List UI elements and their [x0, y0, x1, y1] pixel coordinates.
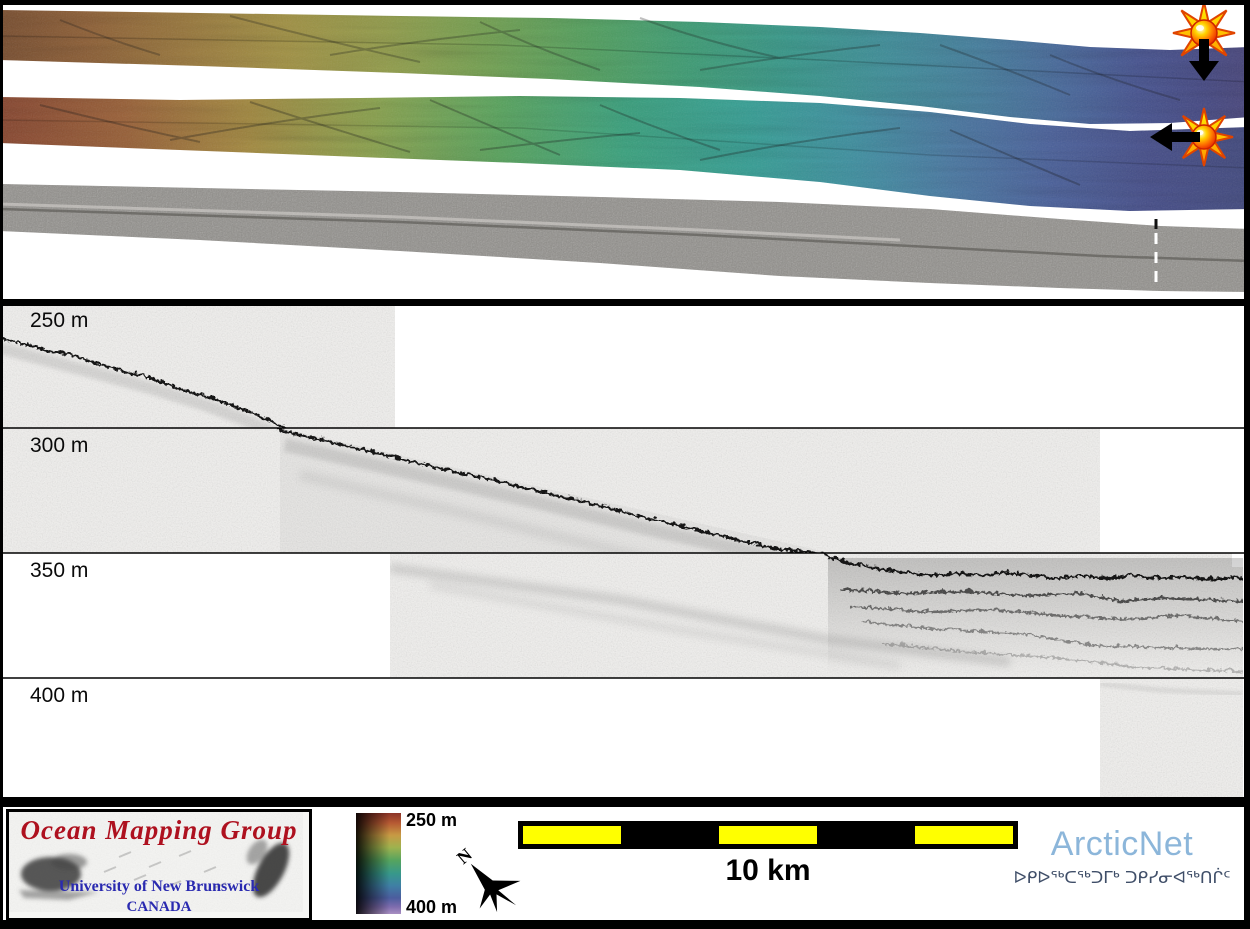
- arcticnet-logo: ArcticNet ᐅᑭᐅᖅᑕᖅᑐᒥᒃ ᑐᑭᓯᓂᐊᖅᑎᒌᑦ: [1000, 825, 1244, 888]
- starburst-down-arrow-icon: [1172, 1, 1236, 81]
- left-arrow-icon: [1150, 123, 1200, 151]
- depth-colorbar: [356, 813, 401, 914]
- subbottom-profile-panel: [0, 306, 1250, 799]
- sidescan-swath: [0, 184, 1250, 292]
- profile-row-350m: [390, 553, 1243, 678]
- omg-logo-art: [9, 812, 303, 912]
- scale-segment: [523, 826, 621, 844]
- colorbar-bottom-label: 400 m: [406, 897, 458, 917]
- profile-row-300m: [0, 428, 1100, 553]
- profile-row-250m: [0, 306, 395, 428]
- down-arrow-icon: [1189, 39, 1219, 81]
- frame-border-bottom: [0, 920, 1250, 929]
- swath-panel: [0, 1, 1250, 292]
- depth-label-350m: 350 m: [30, 559, 89, 582]
- depth-label-300m: 300 m: [30, 434, 89, 457]
- panel-separator-lower: [0, 797, 1250, 807]
- frame-border-right: [1244, 0, 1250, 929]
- scale-segment: [817, 826, 915, 844]
- bathymetry-swath-upper: [0, 10, 1250, 124]
- scale-segment: [719, 826, 817, 844]
- compass-star: [470, 863, 521, 913]
- arcticnet-name: ArcticNet: [1050, 825, 1194, 863]
- depth-label-400m: 400 m: [30, 684, 89, 707]
- scale-bar-label: 10 km: [725, 854, 811, 887]
- frame-border-left: [0, 0, 3, 929]
- colorbar-top-label: 250 m: [406, 810, 458, 830]
- depth-label-250m: 250 m: [30, 309, 89, 332]
- north-arrow: N: [444, 843, 534, 921]
- scale-segment: [621, 826, 719, 844]
- bathymetry-swath-lower: [0, 96, 1250, 211]
- map-scale-bar: [518, 821, 1018, 849]
- omg-logo: Ocean Mapping Group University of New Br…: [6, 809, 312, 921]
- omg-university: University of New Brunswick: [58, 878, 260, 895]
- north-label: N: [453, 844, 476, 868]
- frame-border-top: [0, 0, 1250, 5]
- arcticnet-syllabics: ᐅᑭᐅᖅᑕᖅᑐᒥᒃ ᑐᑭᓯᓂᐊᖅᑎᒌᑦ: [1013, 868, 1231, 888]
- starburst-left-arrow-icon: [1150, 107, 1234, 167]
- depth-gridlines: [0, 427, 1250, 679]
- profile-row-400m: [1100, 678, 1243, 799]
- panel-separator-upper: [0, 299, 1250, 306]
- omg-title: Ocean Mapping Group: [20, 815, 298, 845]
- scale-segment: [915, 826, 1013, 844]
- footer-legend-bar: Ocean Mapping Group University of New Br…: [0, 807, 1250, 921]
- omg-country: CANADA: [126, 899, 192, 915]
